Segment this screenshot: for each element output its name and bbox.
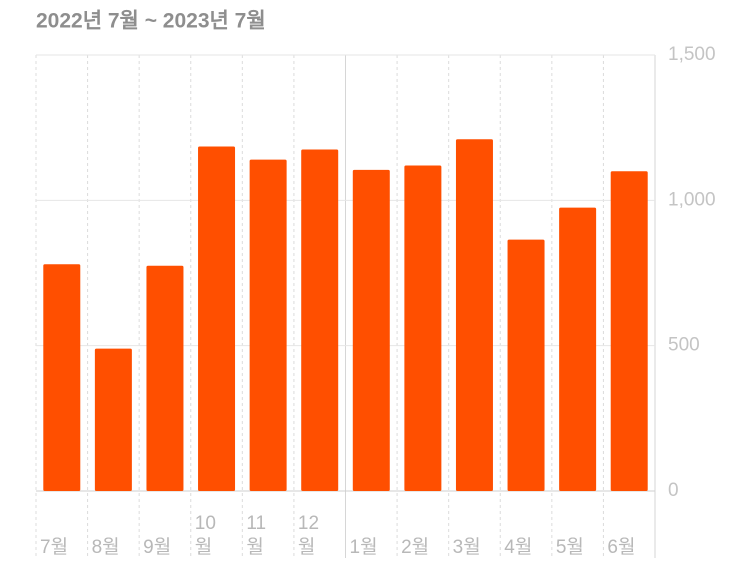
y-tick-label: 1,000 xyxy=(668,189,716,210)
x-tick-label: 2월 xyxy=(401,537,430,558)
x-tick-label: 6월 xyxy=(607,537,636,558)
x-tick-label: 5월 xyxy=(555,537,584,558)
x-tick-label: 3월 xyxy=(452,537,481,558)
bar xyxy=(43,264,81,491)
chart-title: 2022년 7월 ~ 2023년 7월 xyxy=(36,10,266,33)
bar xyxy=(610,171,648,491)
x-tick-label: 7월 xyxy=(40,537,69,558)
bar xyxy=(249,159,287,491)
x-tick-label: 9월 xyxy=(143,537,172,558)
bar xyxy=(455,139,493,491)
x-tick-label: 10월 xyxy=(194,513,216,558)
bar xyxy=(301,149,339,491)
x-tick-label: 11월 xyxy=(246,513,267,558)
x-tick-label: 12월 xyxy=(297,513,320,558)
bar xyxy=(352,169,390,491)
bar xyxy=(559,207,597,491)
x-tick-label: 8월 xyxy=(91,537,120,558)
x-tick-label: 1월 xyxy=(349,537,378,558)
y-tick-label: 500 xyxy=(668,335,700,356)
y-tick-label: 0 xyxy=(668,480,679,501)
bar xyxy=(146,265,184,491)
x-tick-label: 4월 xyxy=(504,537,533,558)
bar xyxy=(94,348,132,491)
bar xyxy=(507,239,545,491)
bar xyxy=(198,146,236,491)
bar xyxy=(404,165,442,491)
y-tick-label: 1,500 xyxy=(668,44,716,65)
